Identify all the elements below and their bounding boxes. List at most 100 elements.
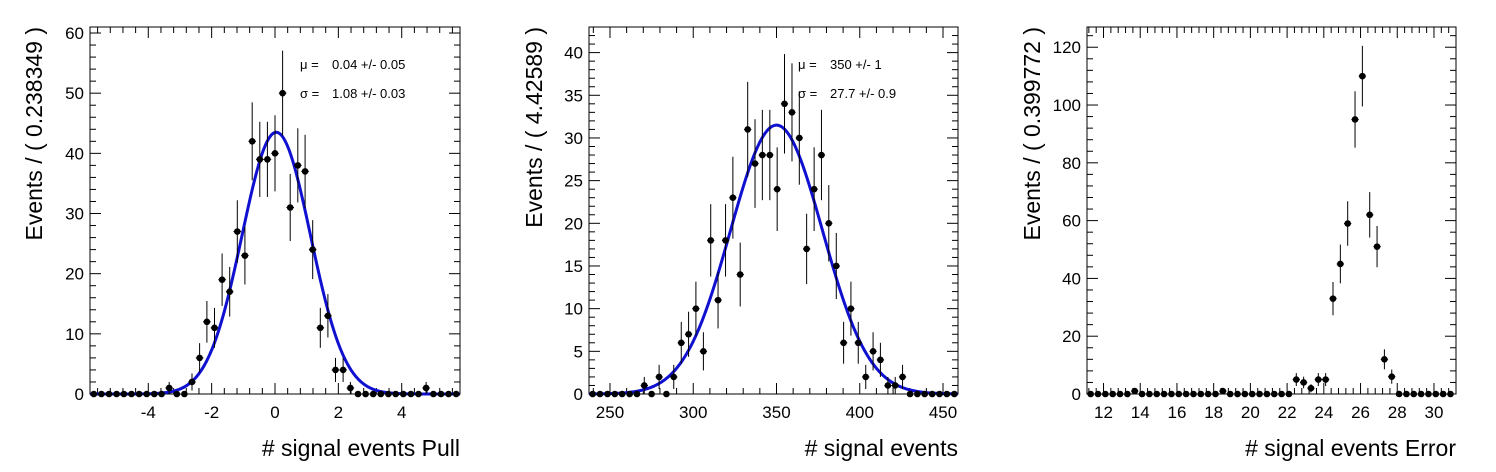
marker <box>316 324 324 332</box>
data-point <box>670 364 678 390</box>
data-point <box>188 373 196 391</box>
marker <box>714 296 722 304</box>
marker <box>1212 390 1219 398</box>
marker <box>951 390 958 398</box>
marker <box>1248 390 1256 398</box>
marker <box>1146 390 1153 398</box>
data-point <box>1402 390 1411 398</box>
marker <box>1373 243 1381 250</box>
marker <box>766 151 774 159</box>
data-point <box>1314 373 1322 387</box>
marker <box>803 245 810 253</box>
marker <box>385 390 392 398</box>
data-point <box>891 376 899 394</box>
marker <box>332 366 339 374</box>
marker <box>862 373 870 381</box>
marker <box>670 373 678 381</box>
marker <box>1351 116 1359 123</box>
marker <box>1300 379 1307 386</box>
marker <box>1087 390 1094 398</box>
marker <box>347 384 354 392</box>
data-point <box>662 390 671 398</box>
data-point <box>1321 373 1330 387</box>
marker <box>264 156 271 163</box>
gaussian-fit-curve <box>588 123 959 396</box>
y-tick-label: 40 <box>1062 269 1081 288</box>
marker <box>810 185 818 193</box>
marker <box>1447 390 1454 398</box>
marker <box>1131 387 1139 395</box>
x-axis-title: # signal events Pull <box>262 435 460 461</box>
marker <box>840 339 847 347</box>
marker <box>921 390 928 398</box>
data-point <box>758 109 767 201</box>
data-point <box>180 390 189 398</box>
marker <box>1197 390 1205 398</box>
marker <box>618 390 626 398</box>
y-tick-label: 80 <box>1062 154 1081 173</box>
marker <box>151 390 158 398</box>
x-tick-label: 350 <box>762 403 790 422</box>
x-tick-label: -2 <box>204 403 219 422</box>
marker <box>847 305 855 312</box>
data-point <box>437 390 445 398</box>
marker <box>692 305 700 312</box>
marker <box>105 390 113 398</box>
marker <box>1160 390 1168 398</box>
data-point <box>1175 390 1183 398</box>
data-point <box>766 109 774 201</box>
data-point <box>832 232 840 300</box>
data-point <box>876 342 885 377</box>
data-point <box>802 213 811 285</box>
marker <box>294 162 302 169</box>
marker <box>430 390 437 398</box>
data-point <box>1109 390 1117 398</box>
marker <box>1410 390 1418 398</box>
data-point <box>316 307 325 348</box>
marker <box>354 390 362 398</box>
data-point <box>884 376 892 394</box>
data-point <box>898 364 907 390</box>
data-point <box>1424 390 1433 398</box>
marker <box>452 390 460 398</box>
marker <box>891 382 899 389</box>
x-tick-label: -4 <box>141 403 156 422</box>
y-tick-label: 30 <box>564 129 583 148</box>
panel-3: 12 14 16 18 20 22 24 26 28 30 0 20 40 60 80 100 120 # sig… <box>1019 26 1457 461</box>
data-point <box>391 390 400 398</box>
marker <box>1226 390 1234 398</box>
y-tick-label: 120 <box>1053 38 1081 57</box>
data-point <box>407 390 415 398</box>
data-point <box>633 390 641 398</box>
data-point <box>150 390 159 398</box>
plot-frame <box>588 26 959 395</box>
x-tick-label: 16 <box>1167 403 1186 422</box>
x-tick-label: 18 <box>1204 403 1223 422</box>
marker <box>1153 390 1161 398</box>
marker <box>218 276 226 283</box>
data-point <box>1160 390 1168 398</box>
marker <box>279 89 286 97</box>
marker <box>663 390 670 398</box>
marker <box>301 168 309 175</box>
marker <box>906 390 914 398</box>
data-point <box>1270 390 1278 398</box>
data-point <box>618 390 626 398</box>
marker <box>1439 390 1447 398</box>
data-point <box>825 185 833 262</box>
data-point <box>906 390 914 398</box>
marker <box>1395 390 1403 398</box>
marker <box>120 390 128 398</box>
data-point <box>692 281 700 336</box>
data-point <box>203 300 211 343</box>
marker <box>928 390 936 398</box>
marker <box>339 366 347 374</box>
data-point <box>1116 390 1124 398</box>
marker <box>1337 260 1344 268</box>
data-point <box>135 390 143 398</box>
marker <box>256 156 264 163</box>
marker <box>1417 390 1425 398</box>
data-point <box>1351 91 1359 148</box>
